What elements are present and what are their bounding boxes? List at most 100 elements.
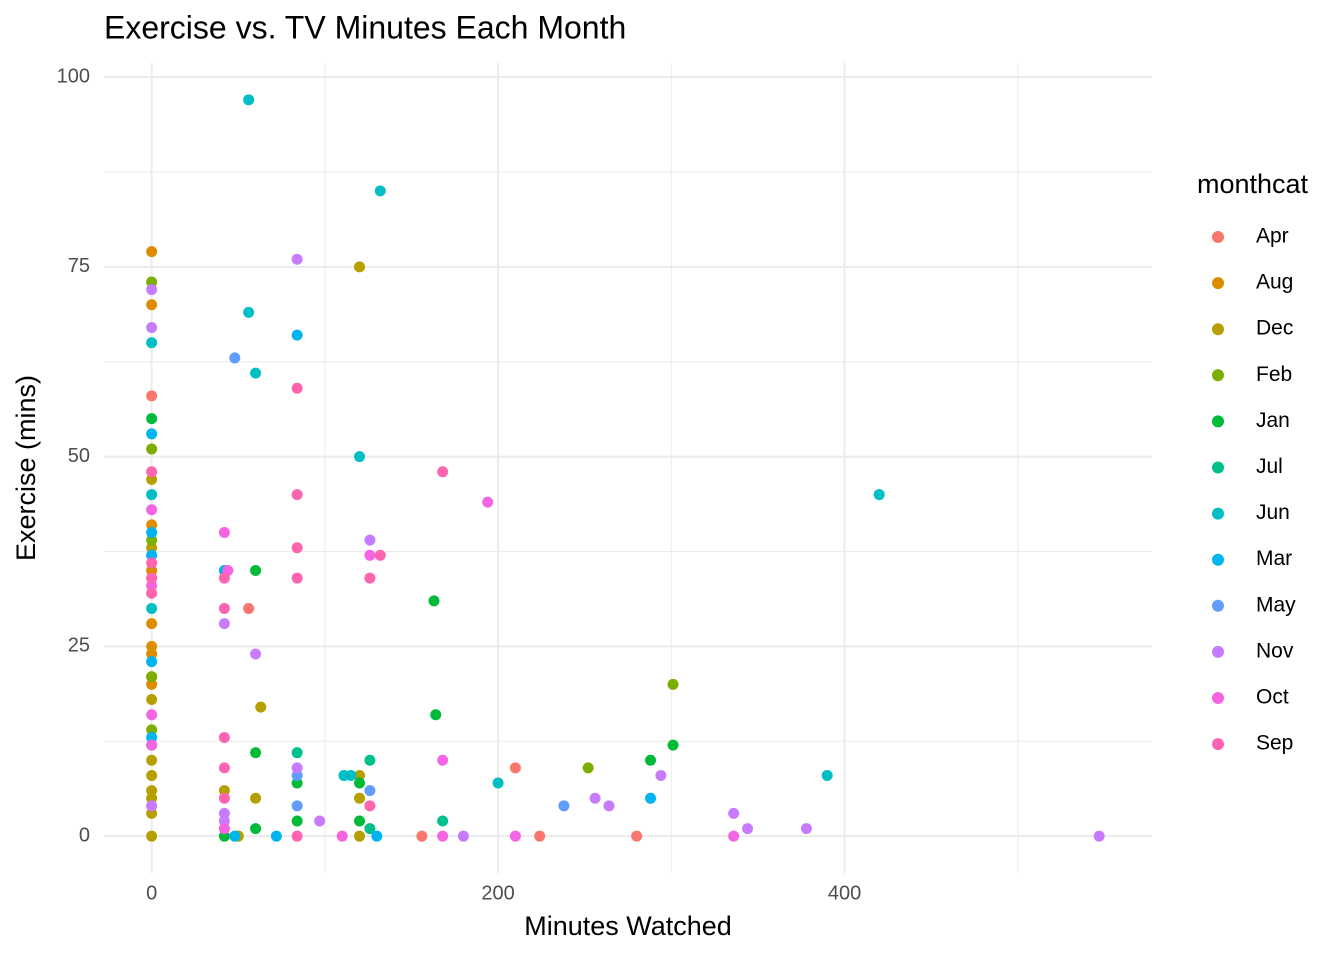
point xyxy=(291,572,303,584)
point xyxy=(146,564,158,576)
legend-label: Oct xyxy=(1256,686,1289,709)
point xyxy=(146,694,158,706)
point xyxy=(534,830,546,842)
point xyxy=(374,185,386,197)
point xyxy=(645,792,657,804)
point xyxy=(146,527,158,539)
point xyxy=(146,413,158,425)
point xyxy=(146,572,158,584)
y-tick-label: 75 xyxy=(68,255,90,277)
point xyxy=(821,769,833,781)
point xyxy=(428,595,440,607)
point xyxy=(146,830,158,842)
point xyxy=(1093,830,1105,842)
point xyxy=(354,792,366,804)
legend-key xyxy=(1212,461,1224,474)
point xyxy=(146,390,158,402)
legend-key xyxy=(1212,369,1224,382)
point xyxy=(250,792,262,804)
point xyxy=(146,466,158,478)
point xyxy=(146,443,158,455)
point xyxy=(218,527,230,539)
legend-key xyxy=(1212,231,1224,243)
legend-key xyxy=(1212,599,1224,612)
point xyxy=(558,800,570,812)
point xyxy=(364,785,376,797)
point xyxy=(146,337,158,349)
point xyxy=(509,762,521,774)
point xyxy=(218,785,230,797)
point xyxy=(146,587,158,599)
point xyxy=(250,648,262,660)
point xyxy=(146,557,158,569)
point xyxy=(314,815,326,827)
point xyxy=(146,580,158,592)
point xyxy=(146,549,158,561)
point xyxy=(146,322,158,334)
point xyxy=(146,284,158,296)
point xyxy=(374,549,386,561)
point xyxy=(582,762,594,774)
point xyxy=(243,602,255,614)
y-tick-label: 50 xyxy=(68,445,90,467)
point xyxy=(146,678,158,690)
point xyxy=(345,769,357,781)
point xyxy=(146,428,158,440)
point xyxy=(146,276,158,288)
legend-key xyxy=(1212,277,1224,290)
point xyxy=(218,815,230,827)
legend-label: Jan xyxy=(1256,409,1290,432)
legend-label: Feb xyxy=(1256,363,1292,386)
point xyxy=(291,253,303,265)
point xyxy=(291,815,303,827)
point xyxy=(509,830,521,842)
point xyxy=(603,800,615,812)
point xyxy=(229,830,241,842)
chart-title: Exercise vs. TV Minutes Each Month xyxy=(104,9,626,45)
point xyxy=(146,709,158,721)
point xyxy=(336,830,348,842)
legend-key xyxy=(1212,692,1224,704)
x-tick-label: 400 xyxy=(828,882,861,904)
legend-key xyxy=(1212,645,1224,658)
point xyxy=(364,800,376,812)
point xyxy=(437,815,449,827)
point xyxy=(146,792,158,804)
point xyxy=(146,656,158,668)
point xyxy=(146,542,158,554)
y-tick-label: 0 xyxy=(79,824,90,846)
point xyxy=(354,830,366,842)
point xyxy=(250,747,262,759)
point xyxy=(371,830,383,842)
point xyxy=(146,640,158,652)
point xyxy=(291,800,303,812)
point xyxy=(364,549,376,561)
point xyxy=(218,792,230,804)
point xyxy=(291,489,303,501)
legend-title: monthcat xyxy=(1197,169,1309,199)
point xyxy=(655,769,667,781)
point xyxy=(291,777,303,789)
point xyxy=(146,754,158,766)
x-tick-label: 200 xyxy=(481,882,514,904)
legend-key xyxy=(1212,738,1224,751)
point xyxy=(146,618,158,630)
legend-key xyxy=(1212,553,1224,566)
point xyxy=(146,246,158,258)
point xyxy=(430,709,442,721)
point xyxy=(218,602,230,614)
point xyxy=(589,792,601,804)
point xyxy=(667,739,679,751)
point xyxy=(243,306,255,318)
point xyxy=(255,701,267,713)
point xyxy=(631,830,643,842)
legend-label: Mar xyxy=(1256,547,1292,570)
point xyxy=(645,754,657,766)
point xyxy=(291,542,303,554)
point xyxy=(146,602,158,614)
legend-key xyxy=(1212,323,1224,336)
x-axis-title: Minutes Watched xyxy=(524,911,732,941)
legend-label: Nov xyxy=(1256,639,1294,662)
point xyxy=(437,830,449,842)
point xyxy=(146,534,158,546)
